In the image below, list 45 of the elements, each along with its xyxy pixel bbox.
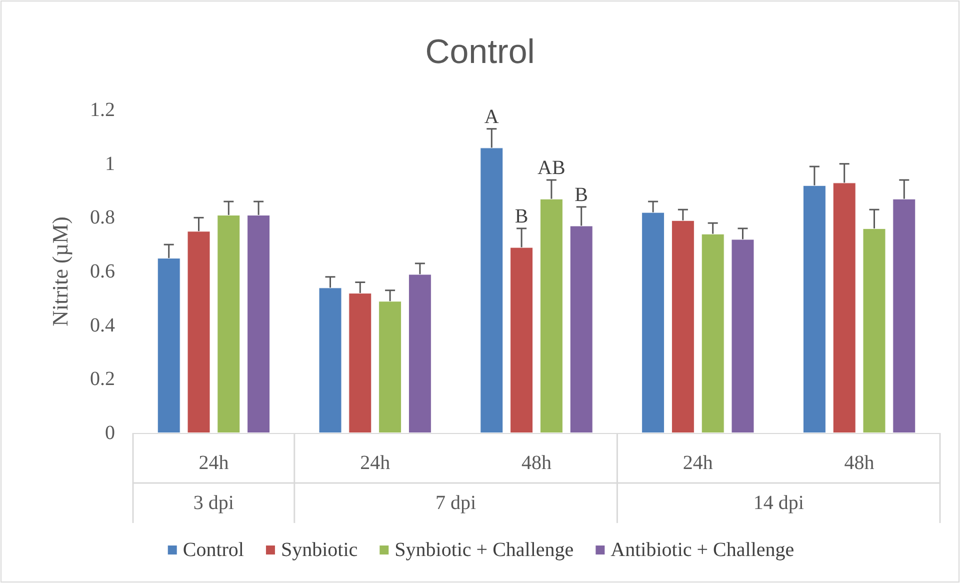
bar: [318, 288, 342, 433]
bar: [378, 301, 402, 433]
bar: [832, 182, 856, 433]
legend-label: Control: [182, 539, 244, 561]
bar: [731, 239, 754, 433]
bar: [408, 274, 432, 433]
bar: [247, 214, 270, 433]
y-tick-label: 0.2: [90, 368, 115, 390]
bar: [540, 198, 563, 433]
x-tick-label: 48h: [844, 452, 874, 474]
y-tick-label: 0.6: [90, 260, 115, 282]
bar: [671, 220, 694, 433]
y-tick-label: 0: [105, 422, 115, 444]
bar: [348, 293, 372, 433]
legend-label: Synbiotic + Challenge: [394, 539, 574, 561]
text: 14 dpi: [753, 492, 804, 514]
x-tick-label: 48h: [522, 452, 552, 474]
bar: [862, 228, 886, 433]
y-tick-label: 0.4: [90, 314, 115, 336]
data-label: B: [574, 184, 588, 206]
data-label: A: [484, 106, 500, 128]
y-tick-label: 0.8: [90, 206, 115, 229]
text: 3 dpi: [193, 492, 234, 514]
bar: [570, 226, 593, 433]
bar: [157, 258, 180, 433]
legend-label: Antibiotic + Challenge: [610, 539, 794, 561]
bar: [701, 234, 724, 433]
bar: [480, 148, 504, 433]
y-axis-title: Nitrite (µM): [48, 216, 72, 326]
y-tick-label: 1.2: [90, 99, 115, 121]
bar: [892, 198, 916, 433]
legend-label: Synbiotic: [280, 539, 358, 561]
x-tick-label: 24h: [198, 452, 229, 474]
bar: [217, 214, 240, 433]
x-tick-label: 24h: [360, 452, 390, 474]
x-tick-label: 24h: [682, 452, 713, 474]
data-label: AB: [538, 156, 566, 179]
chart-title: Control: [425, 33, 535, 71]
bar: [802, 185, 826, 433]
bar: [187, 231, 210, 433]
bar: [642, 212, 665, 433]
bar: [510, 247, 534, 433]
text: 7 dpi: [436, 492, 477, 514]
y-tick-label: 1: [105, 152, 115, 175]
data-label: B: [514, 205, 528, 228]
